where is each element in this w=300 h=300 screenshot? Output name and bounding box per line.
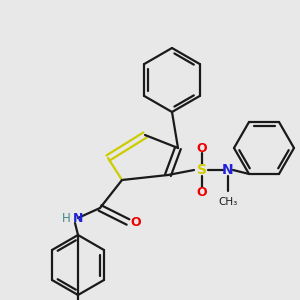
Text: N: N <box>73 212 83 224</box>
Text: O: O <box>131 215 141 229</box>
Text: CH₃: CH₃ <box>218 197 238 207</box>
Text: N: N <box>222 163 234 177</box>
Text: S: S <box>197 163 207 177</box>
Text: O: O <box>197 142 207 154</box>
Text: H: H <box>61 212 70 224</box>
Text: O: O <box>197 185 207 199</box>
